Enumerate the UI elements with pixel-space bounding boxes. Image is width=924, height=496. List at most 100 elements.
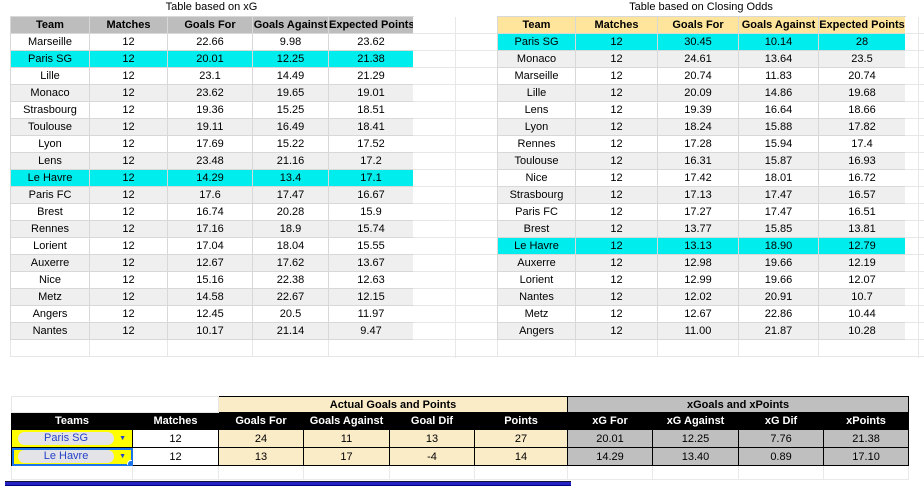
cell-matches[interactable]: 12 xyxy=(89,33,168,51)
cell-expected-points[interactable]: 16.57 xyxy=(818,186,906,204)
cell-expected-points[interactable]: 23.62 xyxy=(328,33,414,51)
header-xpoints[interactable]: xPoints xyxy=(823,412,910,430)
cell-matches[interactable]: 12 xyxy=(575,305,658,323)
cell-matches[interactable]: 12 xyxy=(89,322,168,340)
cell-expected-points[interactable]: 17.82 xyxy=(818,118,906,136)
cell-matches[interactable]: 12 xyxy=(575,50,658,68)
cell-goals-against[interactable]: 10.14 xyxy=(738,33,819,51)
cell-matches[interactable]: 12 xyxy=(575,237,658,255)
empty-cell[interactable] xyxy=(497,339,576,357)
team-dropdown[interactable]: Le Havre ▼ xyxy=(13,449,132,465)
cell-expected-points[interactable]: 18.51 xyxy=(328,101,414,119)
header-goals-against[interactable]: Goals Against xyxy=(738,16,819,34)
cell-team[interactable]: Rennes xyxy=(497,135,576,153)
cell-matches[interactable]: 12 xyxy=(575,186,658,204)
cell-xpoints[interactable]: 21.38 xyxy=(823,429,910,448)
cell-matches[interactable]: 12 xyxy=(575,322,658,340)
cell-team[interactable]: Paris SG xyxy=(497,33,576,51)
header-expected-points[interactable]: Expected Points xyxy=(328,16,414,34)
cell-expected-points[interactable]: 9.47 xyxy=(328,322,414,340)
header-matches[interactable]: Matches xyxy=(132,412,219,430)
cell-goals-against[interactable]: 19.66 xyxy=(738,254,819,272)
header-xg-dif[interactable]: xG Dif xyxy=(738,412,825,430)
cell-matches[interactable]: 12 xyxy=(575,271,658,289)
empty-cell[interactable] xyxy=(10,339,90,357)
cell-goals-against[interactable]: 18.04 xyxy=(252,237,329,255)
cell-goals-against[interactable]: 15.25 xyxy=(252,101,329,119)
cell-goals-against[interactable]: 22.67 xyxy=(252,288,329,306)
cell-team[interactable]: Auxerre xyxy=(497,254,576,272)
cell-goals-against[interactable]: 21.14 xyxy=(252,322,329,340)
cell-goals-against[interactable]: 22.38 xyxy=(252,271,329,289)
cell-team[interactable]: Lorient xyxy=(497,271,576,289)
header-goals-for[interactable]: Goals For xyxy=(657,16,739,34)
cell-goals-for[interactable]: 10.17 xyxy=(167,322,253,340)
cell-expected-points[interactable]: 20.74 xyxy=(818,67,906,85)
cell-xg-dif[interactable]: 0.89 xyxy=(738,447,825,466)
empty-cell[interactable] xyxy=(303,465,390,480)
cell-team[interactable]: Monaco xyxy=(497,50,576,68)
cell-matches[interactable]: 12 xyxy=(575,254,658,272)
team-chip[interactable]: Paris SG xyxy=(18,432,115,445)
empty-cell[interactable] xyxy=(657,339,739,357)
cell-expected-points[interactable]: 10.44 xyxy=(818,305,906,323)
cell-goals-for[interactable]: 15.16 xyxy=(167,271,253,289)
cell-goals-against[interactable]: 9.98 xyxy=(252,33,329,51)
empty-cell[interactable] xyxy=(132,465,219,480)
cell-goals-against[interactable]: 22.86 xyxy=(738,305,819,323)
cell-expected-points[interactable]: 18.41 xyxy=(328,118,414,136)
cell-matches[interactable]: 12 xyxy=(89,288,168,306)
cell-team[interactable]: Strasbourg xyxy=(10,101,90,119)
cell-goals-for[interactable]: 12.45 xyxy=(167,305,253,323)
cell-matches[interactable]: 12 xyxy=(89,254,168,272)
cell-xg-for[interactable]: 14.29 xyxy=(567,447,654,466)
empty-cell[interactable] xyxy=(823,465,910,480)
cell-goals-for[interactable]: 18.24 xyxy=(657,118,739,136)
cell-matches[interactable]: 12 xyxy=(89,203,168,221)
cell-team[interactable]: Lille xyxy=(497,84,576,102)
cell-matches[interactable]: 12 xyxy=(575,135,658,153)
cell-matches[interactable]: 12 xyxy=(89,237,168,255)
cell-goals-against[interactable]: 20.28 xyxy=(252,203,329,221)
cell-team[interactable]: Toulouse xyxy=(497,152,576,170)
cell-goals-against[interactable]: 14.49 xyxy=(252,67,329,85)
cell-team[interactable]: Lyon xyxy=(10,135,90,153)
cell-goals-against[interactable]: 15.88 xyxy=(738,118,819,136)
header-xg-for[interactable]: xG For xyxy=(567,412,654,430)
cell-matches[interactable]: 12 xyxy=(575,169,658,187)
header-goals-against[interactable]: Goals Against xyxy=(252,16,329,34)
header-teams[interactable]: Teams xyxy=(11,412,133,430)
cell-team[interactable]: Lyon xyxy=(497,118,576,136)
cell-expected-points[interactable]: 21.29 xyxy=(328,67,414,85)
cell-points[interactable]: 14 xyxy=(473,447,569,466)
cell-goals-for[interactable]: 24 xyxy=(218,429,304,448)
cell-matches[interactable]: 12 xyxy=(89,152,168,170)
cell-goals-for[interactable]: 17.16 xyxy=(167,220,253,238)
cell-goals-against[interactable]: 12.25 xyxy=(252,50,329,68)
cell-goals-against[interactable]: 11 xyxy=(303,429,390,448)
cell-goals-against[interactable]: 18.9 xyxy=(252,220,329,238)
team-chip[interactable]: Le Havre xyxy=(18,450,115,463)
cell-team[interactable]: Rennes xyxy=(10,220,90,238)
cell-team[interactable]: Lens xyxy=(497,101,576,119)
cell-matches[interactable]: 12 xyxy=(89,84,168,102)
cell-matches[interactable]: 12 xyxy=(89,67,168,85)
cell-team[interactable]: Le Havre xyxy=(10,169,90,187)
cell-team[interactable]: Paris SG xyxy=(10,50,90,68)
cell-expected-points[interactable]: 15.74 xyxy=(328,220,414,238)
cell-goals-for[interactable]: 12.99 xyxy=(657,271,739,289)
cell-matches[interactable]: 12 xyxy=(575,203,658,221)
cell-goals-for[interactable]: 23.48 xyxy=(167,152,253,170)
header-goals-for[interactable]: Goals For xyxy=(218,412,304,430)
cell-goals-against[interactable]: 13.4 xyxy=(252,169,329,187)
cell-goals-for[interactable]: 12.67 xyxy=(657,305,739,323)
cell-team[interactable]: Paris FC xyxy=(497,203,576,221)
cell-matches[interactable]: 12 xyxy=(89,118,168,136)
cell-expected-points[interactable]: 17.1 xyxy=(328,169,414,187)
cell-matches[interactable]: 12 xyxy=(575,84,658,102)
cell-expected-points[interactable]: 16.93 xyxy=(818,152,906,170)
cell-team[interactable]: Metz xyxy=(10,288,90,306)
cell-goals-against[interactable]: 17.47 xyxy=(252,186,329,204)
cell-expected-points[interactable]: 13.67 xyxy=(328,254,414,272)
cell-goals-for[interactable]: 24.61 xyxy=(657,50,739,68)
